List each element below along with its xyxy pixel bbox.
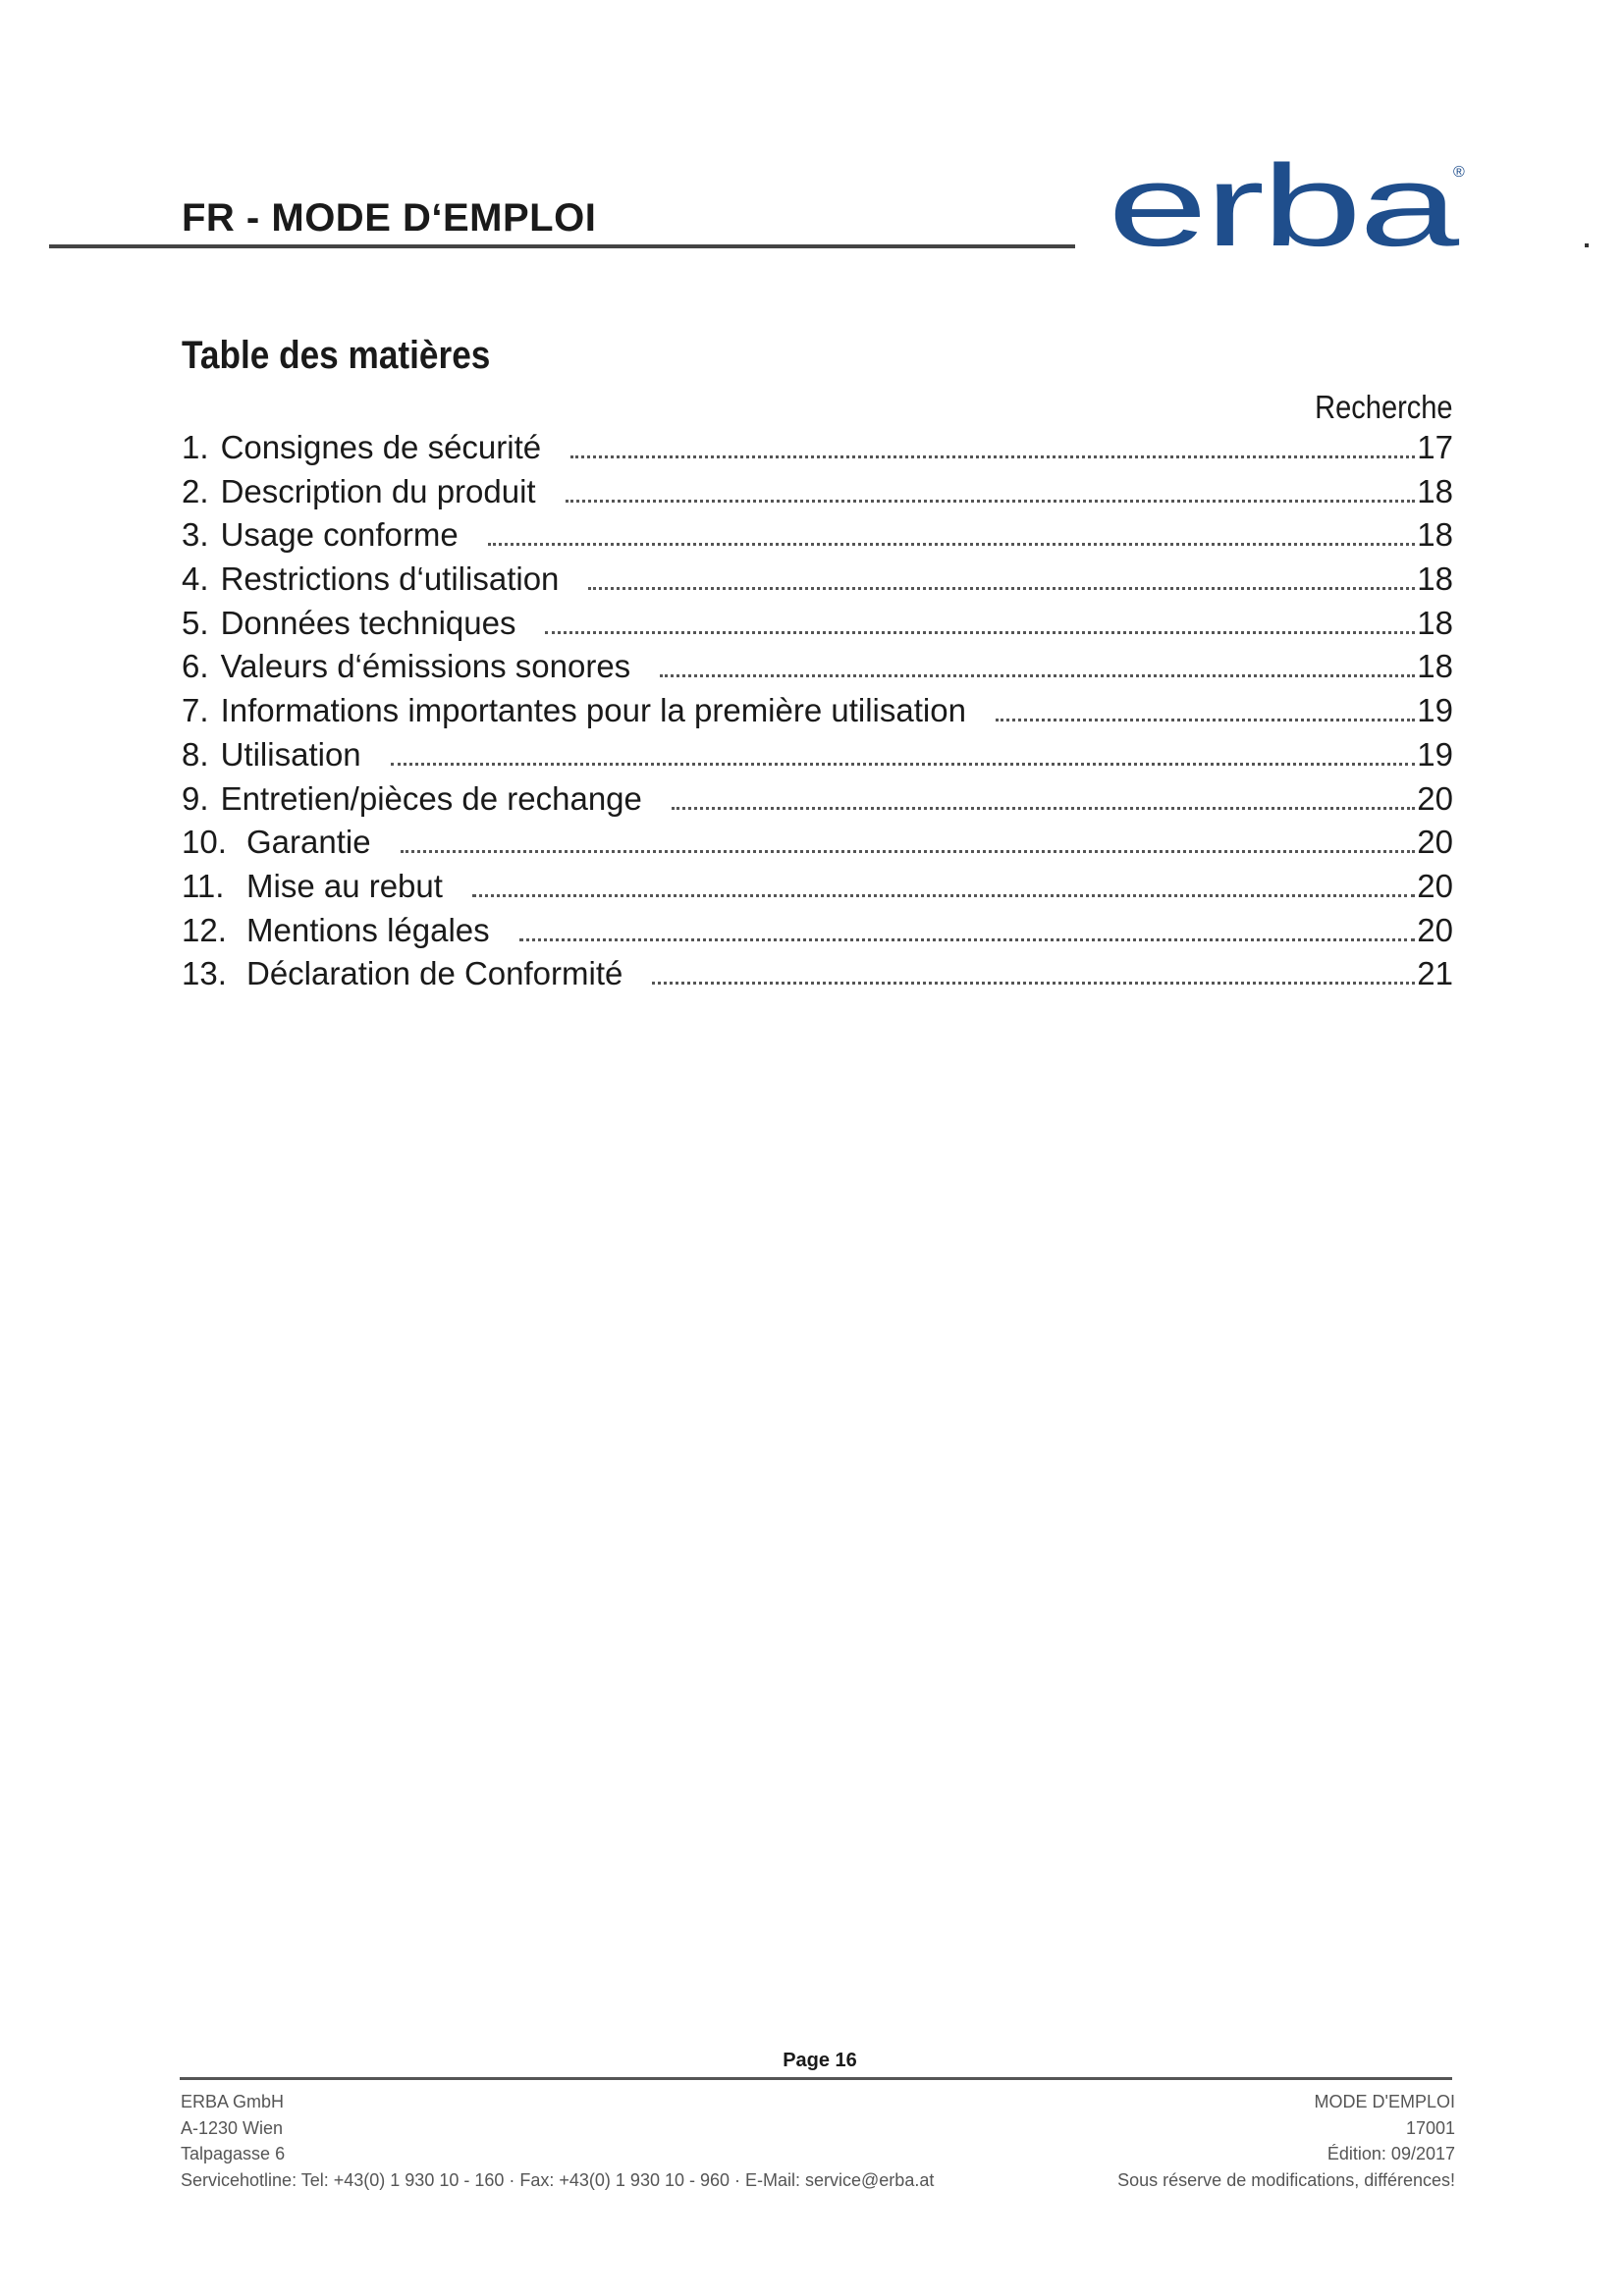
toc-entry[interactable]: 2. Description du produit 18 — [182, 473, 1453, 517]
toc-entry-page: 20 — [1417, 911, 1453, 948]
dot-leader — [652, 982, 1416, 986]
toc-entry[interactable]: 12. Mentions légales 20 — [182, 912, 1453, 956]
dot-leader — [588, 587, 1416, 591]
dot-leader — [390, 762, 1416, 766]
toc-entry-label: Usage conforme — [220, 516, 459, 554]
toc-entry-number: 9. — [182, 779, 209, 817]
dot-leader — [400, 850, 1416, 854]
footer-divider — [180, 2077, 1452, 2080]
toc-entry[interactable]: 6. Valeurs d‘émissions sonores 18 — [182, 648, 1453, 692]
toc-entry-label: Mise au rebut — [246, 867, 443, 904]
footer-edition: Édition: 09/2017 — [1326, 2144, 1455, 2163]
toc-entry-number: 6. — [182, 648, 209, 685]
dot-leader — [545, 630, 1416, 634]
footer-company-info: ERBA GmbH A-1230 Wien Talpagasse 6 Servi… — [181, 2089, 934, 2193]
toc-entry[interactable]: 7. Informations importantes pour la premi… — [182, 692, 1453, 736]
toc-entry-page: 18 — [1417, 472, 1453, 509]
toc-entry-label: Restrictions d‘utilisation — [220, 561, 560, 598]
toc-entry[interactable]: 10. Garantie 20 — [182, 824, 1453, 868]
toc-entry-label: Garantie — [246, 824, 371, 861]
footer-contact: Servicehotline: Tel: +43(0) 1 930 10 - 1… — [181, 2169, 935, 2190]
footer-doc-type: MODE D'EMPLOI — [1314, 2092, 1455, 2111]
toc-entry-page: 20 — [1417, 779, 1453, 817]
toc-entry[interactable]: 1. Consignes de sécurité 17 — [182, 429, 1453, 473]
toc-entry[interactable]: 9. Entretien/pièces de rechange 20 — [182, 780, 1453, 825]
header-divider — [49, 244, 1075, 248]
toc-entry-number: 8. — [182, 735, 209, 773]
toc-entry-page: 18 — [1417, 604, 1453, 641]
toc-entry-label: Valeurs d‘émissions sonores — [220, 648, 631, 685]
toc-entry[interactable]: 13. Déclaration de Conformité 21 — [182, 955, 1453, 999]
mark-dot — [1585, 243, 1589, 247]
erba-logo: erba ® — [1108, 157, 1465, 250]
toc-column-label: Recherche — [1315, 389, 1453, 425]
toc-entry-number: 7. — [182, 692, 209, 729]
toc-entry-label: Description du produit — [220, 472, 536, 509]
toc-entry-label: Mentions légales — [246, 911, 490, 948]
toc-entry-page: 21 — [1417, 955, 1453, 992]
toc-entry[interactable]: 4. Restrictions d‘utilisation 18 — [182, 561, 1453, 605]
dot-leader — [487, 543, 1416, 547]
toc-entry-page: 20 — [1417, 824, 1453, 861]
toc-entry-number: 13. — [182, 955, 227, 992]
toc-entry[interactable]: 5. Données techniques 18 — [182, 605, 1453, 649]
toc-entry-page: 18 — [1417, 648, 1453, 685]
toc-entry-page: 19 — [1417, 692, 1453, 729]
toc-entry-page: 20 — [1417, 867, 1453, 904]
toc-entry-label: Consignes de sécurité — [220, 429, 542, 465]
toc-entry-label: Données techniques — [220, 604, 516, 641]
svg-text:erba: erba — [1108, 157, 1460, 250]
toc-entry-page: 18 — [1417, 561, 1453, 598]
table-of-contents: 1. Consignes de sécurité 17 2. Description d… — [182, 429, 1453, 999]
dot-leader — [471, 893, 1416, 897]
footer-disclaimer: Sous réserve de modifications, différenc… — [1117, 2169, 1455, 2190]
document-header-title: FR - MODE D‘EMPLOI — [182, 196, 597, 240]
toc-entry-label: Entretien/pièces de rechange — [220, 779, 642, 817]
footer-doc-number: 17001 — [1405, 2117, 1455, 2138]
toc-entry-label: Déclaration de Conformité — [246, 955, 623, 992]
toc-entry-number: 4. — [182, 561, 209, 598]
toc-entry-number: 1. — [182, 429, 209, 465]
toc-entry-label: Informations importantes pour la premièr… — [220, 692, 966, 729]
footer-city: A-1230 Wien — [181, 2117, 284, 2138]
toc-entry-number: 3. — [182, 516, 209, 554]
dot-leader — [671, 806, 1416, 810]
toc-entry-number: 11. — [182, 867, 225, 904]
dot-leader — [518, 937, 1416, 941]
toc-entry-number: 5. — [182, 604, 209, 641]
dot-leader — [565, 499, 1416, 503]
toc-entry-label: Utilisation — [220, 735, 361, 773]
toc-entry-page: 17 — [1417, 429, 1453, 465]
toc-entry[interactable]: 11. Mise au rebut 20 — [182, 868, 1453, 912]
toc-entry-number: 12. — [182, 911, 227, 948]
toc-entry[interactable]: 3. Usage conforme 18 — [182, 516, 1453, 561]
toc-entry-number: 2. — [182, 472, 209, 509]
svg-text:®: ® — [1453, 164, 1465, 181]
dot-leader — [660, 674, 1416, 678]
dot-leader — [570, 455, 1416, 458]
toc-entry-page: 18 — [1417, 516, 1453, 554]
page-number: Page 16 — [783, 2050, 857, 2071]
footer-document-info: MODE D'EMPLOI 17001 Édition: 09/2017 Sou… — [1117, 2089, 1455, 2193]
toc-entry[interactable]: 8. Utilisation 19 — [182, 736, 1453, 780]
dot-leader — [995, 719, 1416, 722]
footer-street: Talpagasse 6 — [181, 2144, 286, 2163]
footer-company: ERBA GmbH — [181, 2092, 285, 2111]
toc-title: Table des matières — [182, 334, 491, 377]
toc-entry-page: 19 — [1417, 735, 1453, 773]
toc-entry-number: 10. — [182, 824, 227, 861]
